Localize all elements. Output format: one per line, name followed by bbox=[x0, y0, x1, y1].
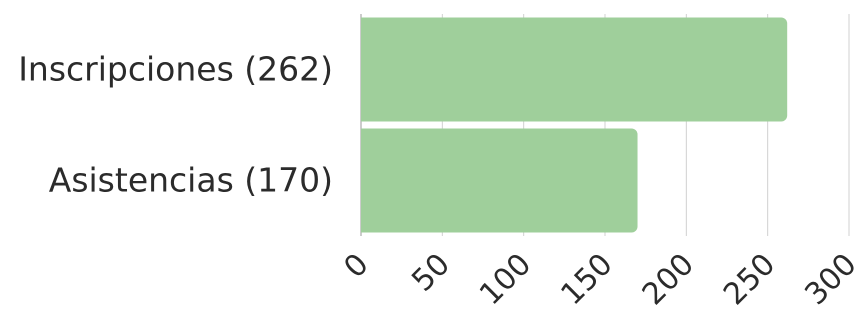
x-tick-label-300: 300 bbox=[798, 247, 863, 312]
category-label-0: Inscripciones (262) bbox=[18, 50, 333, 89]
x-tick-label-200: 200 bbox=[636, 247, 701, 312]
bar-0-base bbox=[361, 17, 369, 122]
bar-1-base bbox=[361, 128, 369, 233]
x-tick-labels: 0 50 100 150 200 250 300 bbox=[337, 247, 863, 312]
x-tick-label-100: 100 bbox=[473, 247, 538, 312]
category-label-1: Asistencias (170) bbox=[49, 161, 333, 200]
x-tick-label-0: 0 bbox=[337, 247, 375, 285]
x-tick-label-250: 250 bbox=[717, 247, 782, 312]
x-tick-label-50: 50 bbox=[405, 247, 457, 299]
bar-1 bbox=[361, 128, 638, 233]
x-tick-label-150: 150 bbox=[554, 247, 619, 312]
bars bbox=[361, 17, 788, 233]
bar-0 bbox=[361, 17, 788, 122]
category-labels: Inscripciones (262) Asistencias (170) bbox=[18, 50, 333, 200]
